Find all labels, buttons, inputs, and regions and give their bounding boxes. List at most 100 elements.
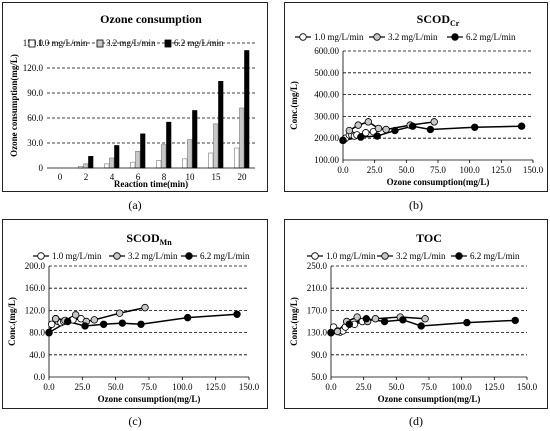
chart-title: SCODMn [126,231,172,247]
y-tick-label: 170.0 [307,305,328,315]
data-point-32 [345,126,354,135]
y-tick-label: 30.0 [27,138,43,148]
legend-label: 1.0 mg/L/min [314,32,364,42]
panel-toc: TOC Ozone consumption(mg/L) Conc.(mg/L) 50.… [284,219,548,409]
y-axis-label: Conc.(mg/L) [289,297,299,346]
data-point-32 [364,118,373,126]
legend-marker [451,33,459,41]
bar-10-10 [182,158,188,169]
x-tick-label: 25.0 [367,165,383,175]
x-tick-label: 50.0 [398,165,414,175]
bar-32-2 [83,163,89,169]
bar-32-4 [109,157,115,169]
x-axis-label: Ozone consumption(mg/L) [387,177,490,187]
y-tick-label: 90.0 [27,88,43,98]
data-point-62 [81,322,89,330]
y-tick-label: 160.0 [25,283,46,293]
data-point-32 [421,315,429,323]
data-point-32 [382,125,390,134]
x-tick-label: 125.0 [491,165,512,175]
x-tick-label: 75.0 [421,382,437,392]
x-tick-label: 25.0 [74,382,90,392]
y-tick-label: 200.00 [314,133,339,143]
legend-marker [311,252,319,260]
bar-62-20 [244,50,250,169]
legend-label: 3.2 mg/L/min [128,251,178,261]
legend-label: 6.2 mg/L/min [466,32,516,42]
legend-swatch [96,39,104,48]
x-tick-label: 20 [238,172,248,182]
data-point-32 [71,311,80,319]
x-tick-label: 75.0 [430,165,446,175]
data-point-62 [118,319,127,327]
legend-label: 3.2 mg/L/min [388,32,438,42]
bar-62-10 [192,110,198,169]
bar-10-15 [208,152,214,169]
legend-label: 6.2 mg/L/min [200,251,250,261]
x-tick-label: 2 [84,172,89,182]
chart-scod-mn: SCODMn Ozone consumption(mg/L) Conc.(mg/L)… [7,231,260,404]
y-axis-label: Conc.(mg/L) [7,297,17,346]
data-point-62 [99,320,108,328]
y-tick-label: 40.0 [29,350,45,360]
data-point-32 [333,327,342,336]
bar-32-20 [239,107,245,169]
data-point-10 [47,320,56,328]
bar-32-15 [213,123,219,169]
y-tick-label: 120.0 [23,63,44,73]
y-tick-label: 600.00 [314,46,339,56]
y-tick-label: 500.00 [314,68,339,78]
data-point-32 [354,121,362,129]
data-point-62 [399,316,407,324]
legend-label: 1.0 mg/L/min [326,251,376,261]
y-tick-label: 60.0 [27,113,43,123]
legend-label: 6.2 mg/L/min [470,251,520,261]
data-point-32 [353,313,361,321]
x-axis-label: Reaction time(min) [114,179,188,189]
legend-swatch [164,39,172,48]
data-point-62 [463,318,471,327]
data-point-62 [426,125,435,134]
x-tick-label: 150.0 [517,382,538,392]
x-axis-label: Ozone consumption(mg/L) [378,394,481,404]
data-point-62 [233,310,241,318]
chart-title: Ozone consumption [100,12,202,26]
data-point-10 [362,129,370,137]
legend-label: 1.0 mg/L/min [52,251,102,261]
y-tick-label: 300.00 [314,111,339,121]
chart-title-main: Ozone consumption [100,12,202,26]
data-point-62 [357,133,365,141]
bar-62-2 [88,156,94,169]
data-point-32 [374,124,383,133]
x-tick-label: 75.0 [141,382,157,392]
data-point-32 [371,315,380,323]
panel-label-c: (c) [128,414,142,428]
y-tick-label: 130.0 [307,328,328,338]
panel-label-a: (a) [128,198,142,212]
chart-title-main: TOC [416,231,442,245]
chart-toc: TOC Ozone consumption(mg/L) Conc.(mg/L) 50.… [289,231,538,404]
x-tick-label: 125.0 [484,382,505,392]
legend-marker [381,252,389,260]
y-tick-label: 90.0 [311,350,327,360]
chart-title: SCODCr [417,12,460,28]
bar-32-8 [161,144,167,169]
data-point-62 [471,123,479,131]
x-tick-label: 25.0 [356,382,372,392]
x-tick-label: 8 [162,172,167,182]
x-tick-label: 100.0 [452,382,473,392]
y-tick-label: 200.0 [25,261,46,271]
legend-marker [373,33,381,41]
data-point-62 [63,317,72,326]
bar-10-8 [156,160,162,169]
bar-62-6 [140,133,146,169]
legend-label: 3.2 mg/L/min [106,38,156,48]
chart-title-main: SCOD [417,12,451,26]
y-tick-label: 0.0 [34,372,46,382]
data-point-62 [380,317,389,326]
data-point-32 [115,309,124,317]
bar-62-4 [114,145,120,169]
data-point-32 [141,303,149,312]
x-tick-label: 15 [212,172,222,182]
